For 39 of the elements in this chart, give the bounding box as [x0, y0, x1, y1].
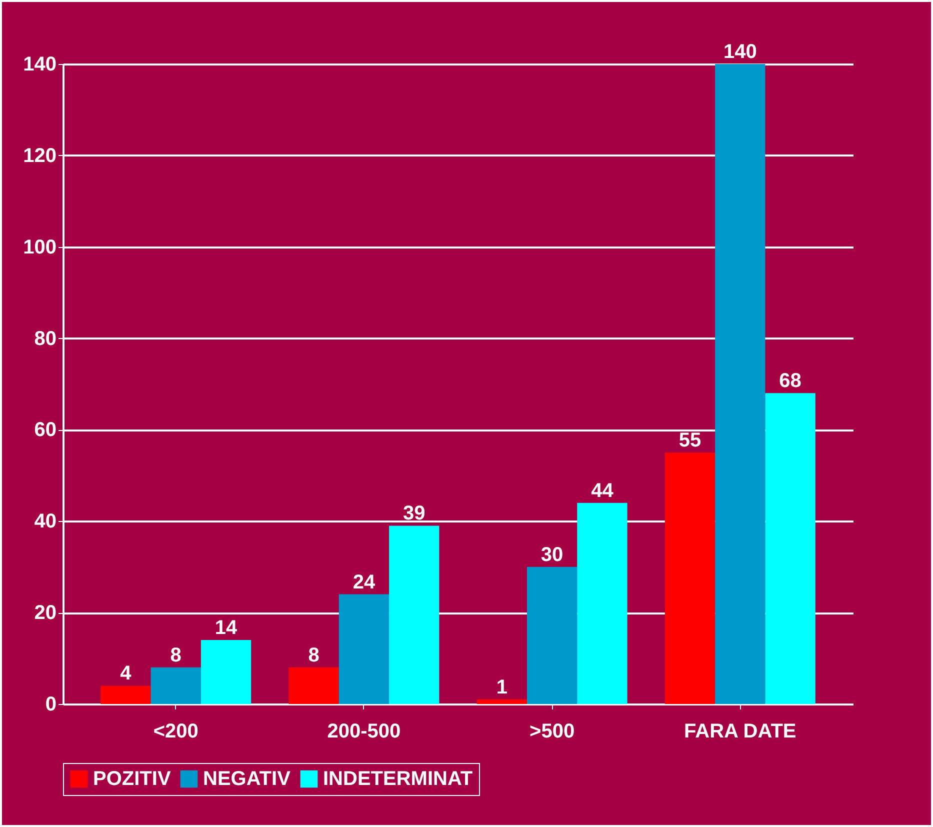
y-tick-label: 140	[23, 54, 56, 76]
bar	[288, 667, 339, 704]
legend-label: INDETERMINAT	[323, 768, 473, 790]
data-label: 44	[591, 480, 614, 502]
y-tick-label: 40	[34, 510, 56, 533]
y-tick-label: 120	[23, 144, 56, 167]
y-tick-label: 20	[34, 602, 56, 624]
bar	[664, 452, 716, 704]
y-tick-label: 0	[45, 694, 56, 716]
y-tick-label: 60	[34, 419, 56, 442]
bar	[476, 699, 527, 704]
data-label: 4	[120, 662, 132, 685]
bar	[200, 640, 252, 704]
y-tick-label: 80	[34, 328, 56, 350]
data-label: 55	[678, 430, 702, 452]
x-tick-label: 200-500	[327, 720, 401, 742]
data-label: 1	[496, 676, 508, 698]
data-label: 8	[308, 644, 320, 666]
x-tick-label: >500	[530, 720, 575, 742]
x-tick-label: <200	[153, 720, 198, 742]
data-label: 8	[170, 644, 182, 666]
bar	[150, 667, 201, 704]
x-tick-label: FARA DATE	[684, 720, 796, 742]
bar	[389, 526, 440, 704]
y-tick-label: 100	[23, 236, 56, 258]
bar	[577, 502, 628, 704]
data-label: 39	[402, 502, 426, 525]
bar	[715, 64, 766, 704]
data-label: 24	[352, 571, 376, 594]
bar	[338, 594, 390, 704]
data-label: 30	[540, 544, 564, 566]
data-label: 140	[723, 41, 757, 63]
legend-label: NEGATIV	[203, 768, 292, 790]
data-label: 14	[214, 617, 238, 639]
bar	[765, 393, 816, 704]
bar	[100, 686, 151, 704]
legend-label: POZITIV	[93, 768, 172, 790]
data-label: 68	[779, 370, 802, 392]
bar	[526, 566, 578, 704]
